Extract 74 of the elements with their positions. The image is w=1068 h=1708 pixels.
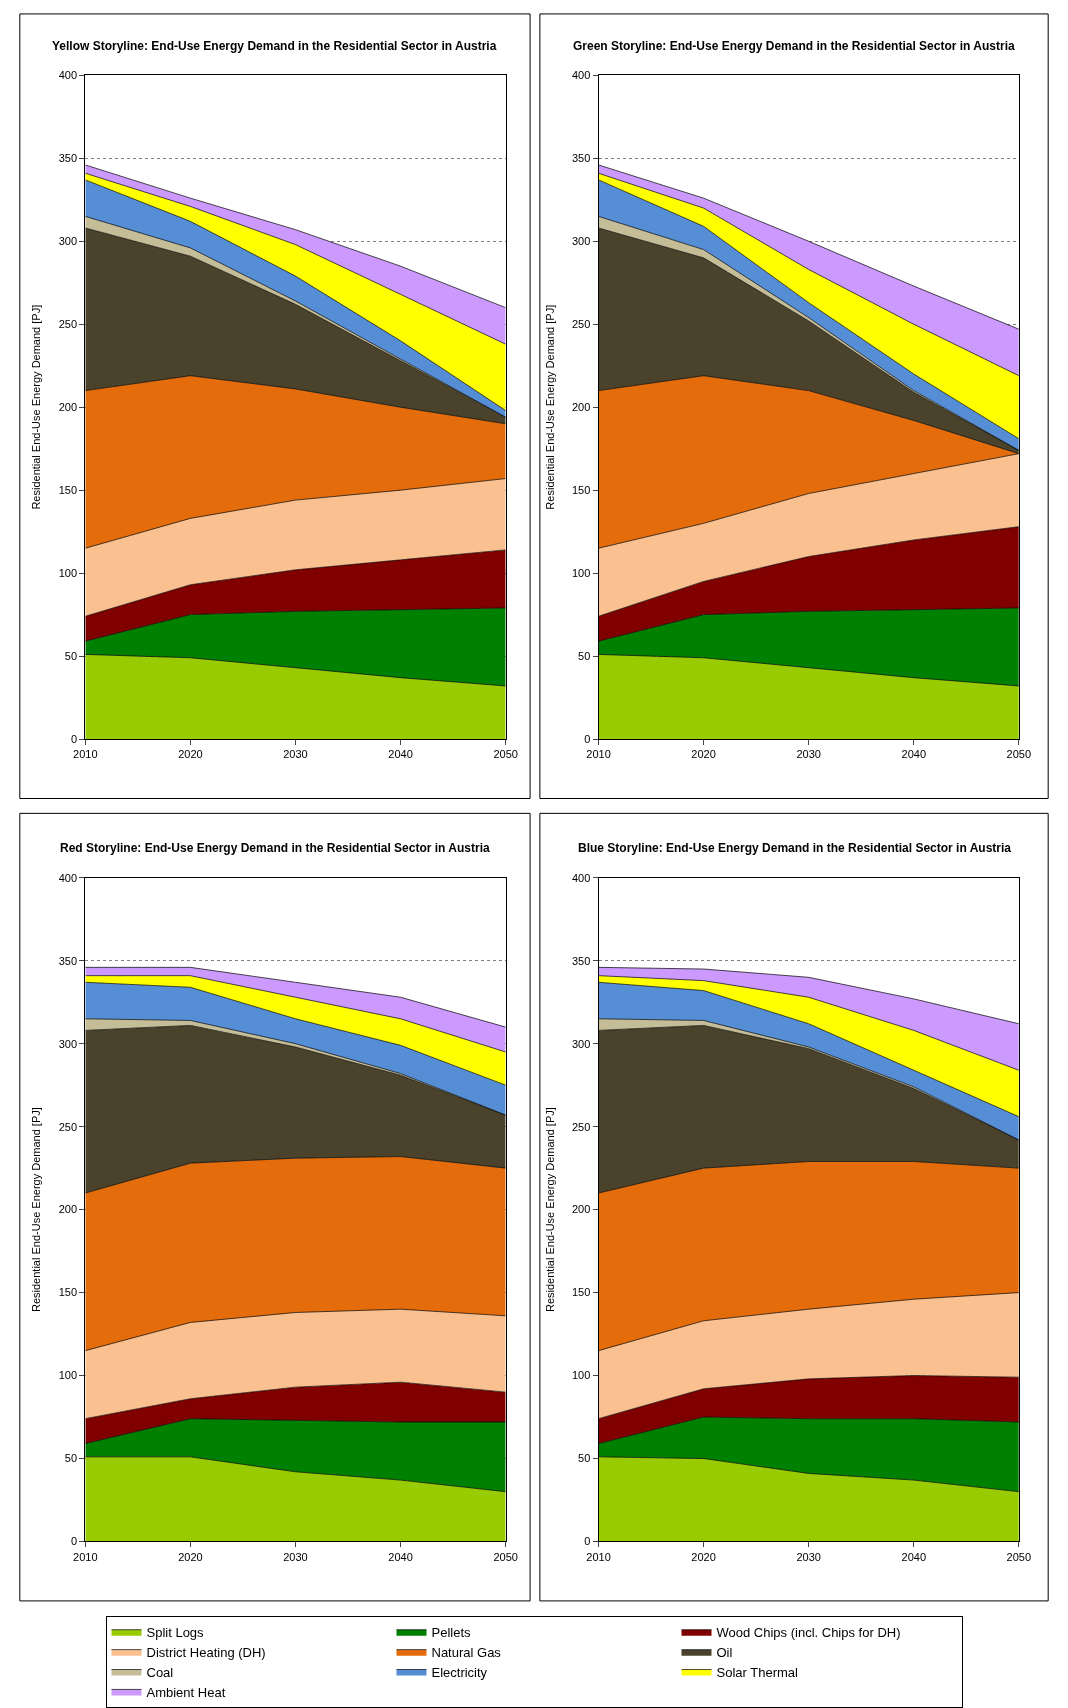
- x-tick-label: 2050: [1006, 748, 1032, 761]
- legend-label: District Heating (DH): [146, 1644, 266, 1660]
- x-tick-label: 2020: [178, 748, 203, 761]
- y-tick-label: 200: [571, 401, 591, 414]
- y-tick-label: 150: [571, 484, 591, 497]
- y-tick-label: 400: [58, 69, 78, 82]
- x-tick-label: 2020: [691, 748, 716, 761]
- legend-label: Pellets: [431, 1624, 472, 1640]
- y-tick-label: 50: [578, 1452, 591, 1465]
- y-tick-label: 400: [58, 871, 78, 884]
- x-tick-label: 2040: [901, 1550, 927, 1563]
- legend-label: Coal: [146, 1664, 174, 1680]
- x-tick-label: 2010: [73, 1550, 98, 1563]
- x-tick-label: 2040: [388, 748, 413, 761]
- y-tick-label: 100: [58, 1369, 78, 1382]
- y-tick-label: 250: [58, 318, 78, 331]
- y-tick-label: 150: [571, 1286, 591, 1299]
- y-tick-label: 350: [571, 152, 591, 165]
- chart-title: Blue Storyline: End-Use Energy Demand in the Residential Sector in Austria: [578, 841, 1012, 855]
- y-axis-title: Residential End-Use Energy Demand [PJ]: [543, 1107, 556, 1313]
- y-tick-label: 200: [58, 401, 78, 414]
- x-tick-label: 2020: [178, 1550, 203, 1563]
- x-tick-label: 2040: [901, 748, 927, 761]
- y-tick-label: 0: [70, 1535, 78, 1548]
- x-tick-label: 2050: [493, 1550, 518, 1563]
- x-tick-label: 2050: [1006, 1550, 1032, 1563]
- y-tick-label: 200: [571, 1203, 591, 1216]
- y-tick-label: 100: [571, 1369, 591, 1382]
- y-tick-label: 50: [578, 649, 591, 662]
- y-tick-label: 350: [571, 954, 591, 967]
- y-tick-label: 100: [571, 566, 591, 579]
- legend-label: Ambient Heat: [146, 1684, 226, 1700]
- legend-label: Solar Thermal: [716, 1664, 799, 1680]
- y-tick-label: 0: [584, 732, 591, 745]
- y-tick-label: 400: [571, 69, 591, 82]
- x-tick-label: 2050: [493, 748, 518, 761]
- y-tick-label: 50: [64, 1452, 78, 1465]
- y-tick-label: 50: [64, 649, 78, 662]
- y-tick-label: 150: [58, 1286, 78, 1299]
- chart-title: Red Storyline: End-Use Energy Demand in the Residential Sector in Austria: [60, 841, 490, 855]
- x-tick-label: 2040: [388, 1550, 413, 1563]
- y-axis-title: Residential End-Use Energy Demand [PJ]: [30, 304, 43, 510]
- x-tick-label: 2010: [586, 1550, 611, 1563]
- y-tick-label: 350: [58, 954, 78, 967]
- y-tick-label: 350: [58, 152, 78, 165]
- y-axis-title: Residential End-Use Energy Demand [PJ]: [543, 304, 556, 510]
- x-tick-label: 2030: [796, 748, 821, 761]
- y-tick-label: 0: [70, 732, 78, 745]
- legend-label: Electricity: [431, 1664, 488, 1680]
- x-tick-label: 2020: [691, 1550, 716, 1563]
- x-tick-label: 2030: [796, 1550, 821, 1563]
- x-tick-label: 2030: [283, 1550, 308, 1563]
- y-tick-label: 300: [571, 235, 591, 248]
- y-tick-label: 100: [58, 566, 78, 579]
- x-tick-label: 2010: [73, 748, 98, 761]
- legend-label: Split Logs: [146, 1624, 205, 1640]
- chart-title: Yellow Storyline: End-Use Energy Demand in the Residential Sector in Austria: [52, 39, 497, 53]
- y-tick-label: 150: [58, 484, 78, 497]
- y-tick-label: 300: [58, 235, 78, 248]
- legend-label: Natural Gas: [431, 1644, 502, 1660]
- y-tick-label: 250: [571, 1120, 591, 1133]
- y-tick-label: 250: [571, 318, 591, 331]
- chart-title: Green Storyline: End-Use Energy Demand in the Residential Sector in Austria: [573, 39, 1015, 53]
- y-tick-label: 0: [584, 1535, 591, 1548]
- y-tick-label: 200: [58, 1203, 78, 1216]
- y-axis-title: Residential End-Use Energy Demand [PJ]: [30, 1107, 43, 1313]
- y-tick-label: 300: [58, 1037, 78, 1050]
- y-tick-label: 250: [58, 1120, 78, 1133]
- y-tick-label: 300: [571, 1037, 591, 1050]
- x-tick-label: 2010: [586, 748, 611, 761]
- x-tick-label: 2030: [283, 748, 308, 761]
- legend-label: Wood Chips (incl. Chips for DH): [716, 1624, 901, 1640]
- legend-label: Oil: [716, 1644, 733, 1660]
- y-tick-label: 400: [571, 871, 591, 884]
